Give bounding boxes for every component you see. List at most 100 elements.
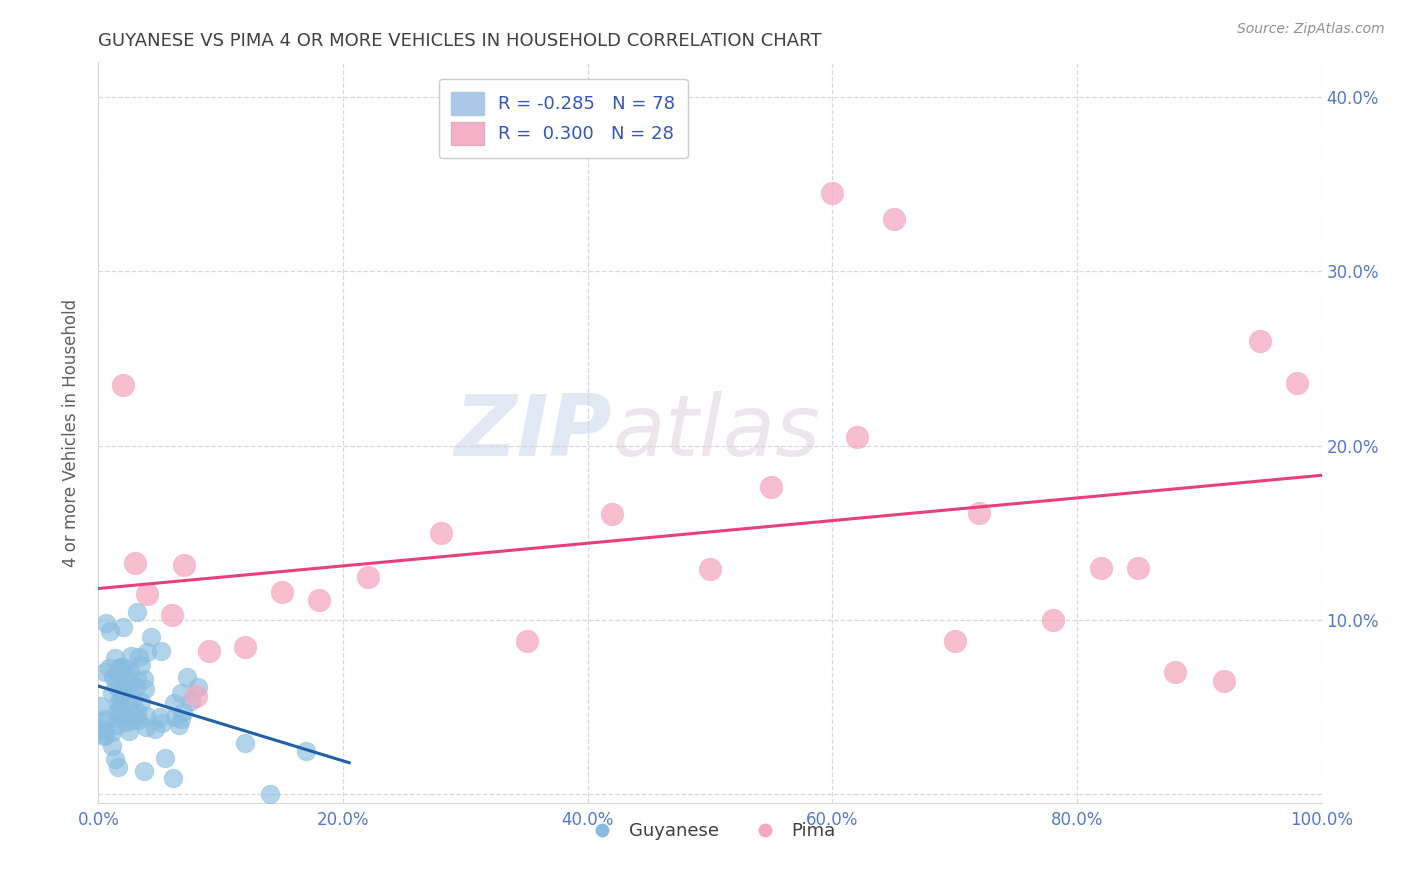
Point [127, 713, 149, 727]
Point [1090, 560, 1112, 574]
Point [101, 686, 124, 700]
Point [93, 728, 115, 742]
Point [180, 694, 202, 708]
Point [160, 607, 183, 622]
Point [122, 708, 145, 723]
Point [110, 687, 132, 701]
Point [127, 673, 149, 687]
Point [186, 690, 208, 704]
Point [187, 680, 209, 694]
Point [118, 724, 141, 739]
Point [170, 712, 193, 726]
Legend: Guyanese, Pima: Guyanese, Pima [576, 814, 844, 847]
Point [150, 644, 173, 658]
Point [100, 724, 122, 739]
Point [1128, 560, 1150, 574]
Point [124, 556, 146, 570]
Point [115, 684, 138, 698]
Point [111, 377, 134, 392]
Point [136, 587, 159, 601]
Point [821, 186, 844, 200]
Point [115, 673, 138, 688]
Point [104, 752, 127, 766]
Point [128, 650, 150, 665]
Point [134, 764, 156, 778]
Point [120, 648, 142, 663]
Point [112, 620, 135, 634]
Point [162, 771, 184, 785]
Point [270, 584, 294, 599]
Point [94, 665, 117, 680]
Point [141, 630, 163, 644]
Point [135, 709, 157, 723]
Point [172, 705, 194, 719]
Point [108, 661, 131, 675]
Point [125, 680, 148, 694]
Point [170, 686, 193, 700]
Point [94, 714, 117, 728]
Point [105, 706, 128, 720]
Point [107, 760, 129, 774]
Point [90, 723, 112, 738]
Point [108, 702, 131, 716]
Point [233, 736, 256, 750]
Point [118, 696, 141, 710]
Point [121, 713, 143, 727]
Point [101, 670, 124, 684]
Point [761, 479, 783, 493]
Point [125, 705, 148, 719]
Point [163, 696, 186, 710]
Point [515, 633, 537, 648]
Text: GUYANESE VS PIMA 4 OR MORE VEHICLES IN HOUSEHOLD CORRELATION CHART: GUYANESE VS PIMA 4 OR MORE VEHICLES IN H… [98, 32, 823, 50]
Point [121, 692, 143, 706]
Point [136, 645, 159, 659]
Point [699, 562, 721, 576]
Point [108, 678, 131, 692]
Point [430, 526, 453, 541]
Point [105, 666, 128, 681]
Point [98, 624, 121, 638]
Point [97, 660, 120, 674]
Point [295, 744, 318, 758]
Point [103, 650, 125, 665]
Point [134, 682, 156, 697]
Point [101, 739, 124, 753]
Point [127, 605, 149, 619]
Point [176, 670, 198, 684]
Point [115, 714, 138, 729]
Point [111, 681, 134, 696]
Text: Source: ZipAtlas.com: Source: ZipAtlas.com [1237, 22, 1385, 37]
Point [89, 699, 111, 714]
Point [233, 640, 256, 654]
Point [1042, 613, 1064, 627]
Point [110, 709, 132, 723]
Text: atlas: atlas [612, 391, 820, 475]
Point [155, 751, 177, 765]
Point [943, 633, 966, 648]
Point [134, 673, 156, 687]
Point [163, 710, 186, 724]
Point [129, 695, 152, 709]
Point [845, 430, 868, 444]
Point [111, 660, 134, 674]
Y-axis label: 4 or more Vehicles in Household: 4 or more Vehicles in Household [62, 299, 80, 566]
Point [117, 673, 139, 688]
Point [93, 712, 115, 726]
Point [93, 729, 115, 743]
Point [308, 592, 330, 607]
Point [1212, 673, 1234, 688]
Point [131, 658, 153, 673]
Point [105, 718, 128, 732]
Point [150, 716, 173, 731]
Point [600, 507, 623, 521]
Point [96, 615, 118, 630]
Point [1286, 376, 1309, 391]
Point [173, 558, 195, 572]
Point [118, 664, 141, 678]
Point [967, 506, 990, 520]
Point [259, 787, 281, 801]
Point [108, 696, 131, 710]
Text: ZIP: ZIP [454, 391, 612, 475]
Point [135, 720, 157, 734]
Point [356, 570, 378, 584]
